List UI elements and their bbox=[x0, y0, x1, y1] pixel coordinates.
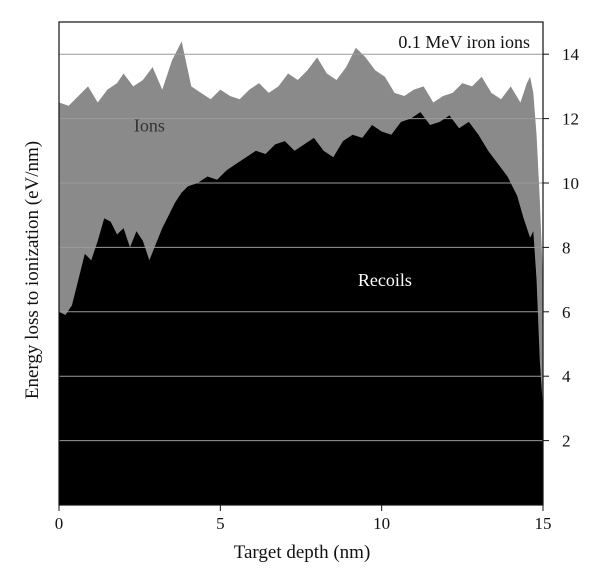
tick-layer: 0 5 10 15 2 4 6 8 10 12 14 bbox=[55, 45, 580, 533]
y-tick-label-14: 14 bbox=[562, 45, 580, 64]
plot-frame bbox=[58, 21, 544, 506]
annotation-ions: Ions bbox=[134, 115, 165, 135]
series-layer bbox=[59, 41, 543, 505]
y-tick-label-8: 8 bbox=[562, 238, 571, 257]
annotation-recoils: Recoils bbox=[358, 270, 412, 290]
y-axis-label: Energy loss to ionization (eV/nm) bbox=[22, 141, 43, 399]
x-axis-label: Target depth (nm) bbox=[234, 542, 371, 563]
y-tick-label-6: 6 bbox=[562, 303, 571, 322]
x-tick-label-0: 0 bbox=[55, 514, 64, 533]
y-tick-label-2: 2 bbox=[562, 432, 571, 451]
grid-layer bbox=[59, 53, 543, 442]
x-tick-label-5: 5 bbox=[216, 514, 225, 533]
x-tick-label-10: 10 bbox=[373, 514, 390, 533]
series-area-recoils bbox=[59, 112, 543, 505]
chart-title: 0.1 MeV iron ions bbox=[398, 32, 530, 52]
y-tick-label-12: 12 bbox=[562, 110, 579, 129]
x-tick-label-15: 15 bbox=[535, 514, 552, 533]
y-tick-label-10: 10 bbox=[562, 174, 579, 193]
y-tick-label-4: 4 bbox=[562, 367, 571, 386]
